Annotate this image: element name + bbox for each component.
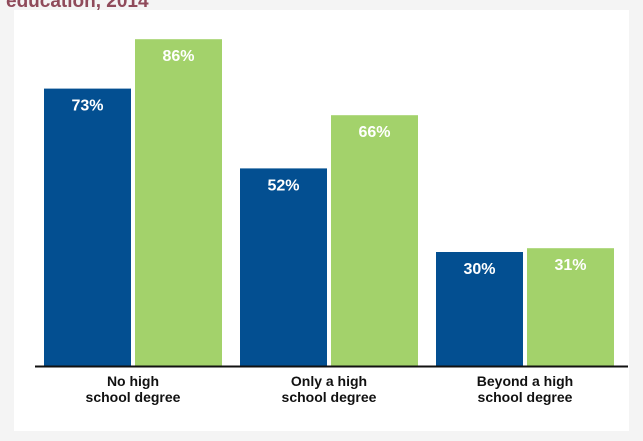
data-label-s1-c1: 66% — [358, 124, 390, 141]
data-label-s0-c0: 73% — [71, 98, 103, 115]
category-label-0: No high school degree — [86, 373, 181, 405]
data-label-s1-c2: 31% — [554, 257, 586, 274]
bar-s0-c2 — [436, 252, 523, 366]
data-label-s0-c2: 30% — [463, 261, 495, 278]
bar-s1-c0 — [135, 39, 222, 366]
bars: 73% 52% 30% 86% 66% 31% — [44, 39, 614, 366]
bar-s1-c2 — [527, 248, 614, 366]
bar-s0-c0 — [44, 88, 131, 366]
bar-s1-c1 — [331, 115, 418, 366]
chart-title: education, 2014 — [6, 0, 149, 12]
data-label-s1-c0: 86% — [162, 48, 194, 65]
category-label-1: Only a high school degree — [282, 373, 377, 405]
data-label-s0-c1: 52% — [267, 177, 299, 194]
bar-s0-c1 — [240, 168, 327, 366]
category-label-2: Beyond a high school degree — [477, 373, 573, 405]
